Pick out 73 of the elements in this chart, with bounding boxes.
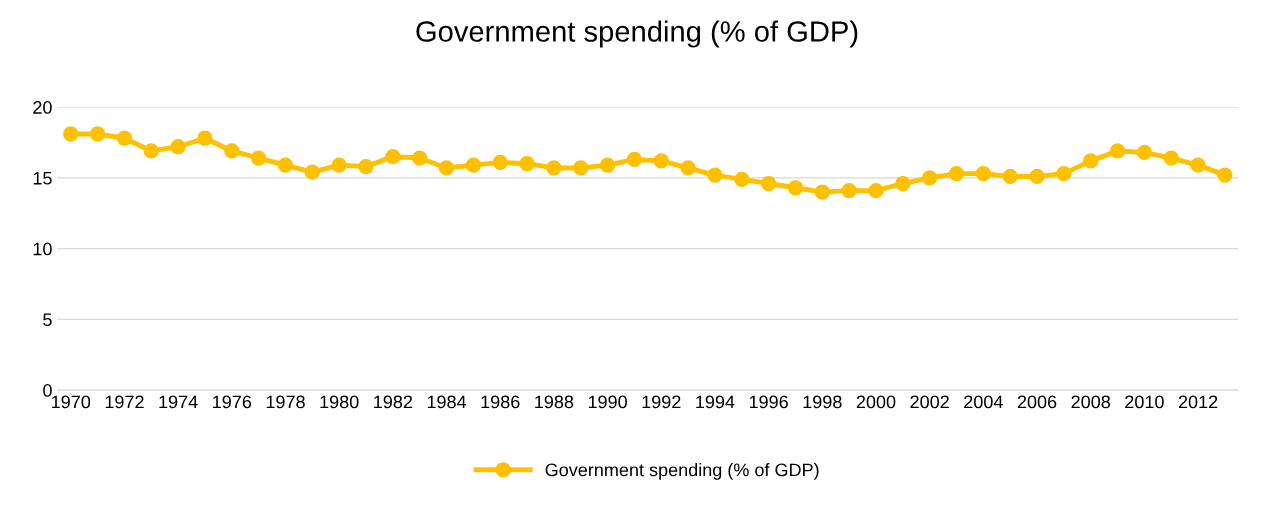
y-tick-label: 5 <box>43 313 52 327</box>
x-tick-label: 1974 <box>159 395 198 409</box>
point <box>465 157 482 173</box>
point <box>599 157 616 173</box>
x-tick-label: 1972 <box>105 395 144 409</box>
point <box>841 182 857 199</box>
point <box>707 167 723 183</box>
point <box>304 164 320 180</box>
point <box>1056 165 1072 182</box>
point <box>1136 144 1153 161</box>
point <box>143 143 159 159</box>
point <box>438 160 455 176</box>
point <box>1217 167 1233 183</box>
x-tick-label: 1986 <box>481 395 520 409</box>
point <box>922 170 938 186</box>
x-tick-label: 1996 <box>749 395 788 409</box>
point <box>1029 168 1045 185</box>
point <box>626 151 643 168</box>
point <box>250 150 267 166</box>
point <box>546 160 562 176</box>
point <box>358 158 374 175</box>
point <box>1109 143 1126 159</box>
x-tick-label: 1976 <box>213 395 252 409</box>
point <box>519 156 535 172</box>
point <box>385 148 401 165</box>
x-tick-label: 1992 <box>642 395 681 409</box>
x-tick-label: 2004 <box>964 395 1003 409</box>
point <box>734 171 750 187</box>
point <box>63 126 79 142</box>
x-tick-label: 1982 <box>374 395 413 409</box>
x-tick-label: 1994 <box>696 395 735 409</box>
x-tick-label: 2008 <box>1071 395 1110 409</box>
point <box>895 175 911 192</box>
point <box>814 184 830 200</box>
point <box>1002 168 1018 185</box>
point <box>277 157 294 173</box>
legend-label: Government spending (% of GDP) <box>545 463 819 480</box>
x-tick-label: 1980 <box>320 395 359 409</box>
x-tick-label: 1970 <box>52 395 91 409</box>
x-tick-label: 1988 <box>535 395 574 409</box>
x-tick-label: 2002 <box>910 395 949 409</box>
x-tick-label: 2010 <box>1125 395 1164 409</box>
point <box>787 180 804 196</box>
y-tick-label: 15 <box>33 171 52 185</box>
point <box>224 143 240 159</box>
point <box>492 154 508 170</box>
x-tick-label: 2000 <box>856 395 896 409</box>
x-tick-label: 1990 <box>588 395 627 409</box>
point <box>868 182 884 199</box>
chart-title: Government spending (% of GDP) <box>416 20 858 48</box>
point <box>331 157 347 173</box>
x-tick-label: 1998 <box>803 395 842 409</box>
point <box>653 153 669 169</box>
point <box>680 160 696 176</box>
y-tick-label: 0 <box>43 384 52 397</box>
x-tick-label: 1984 <box>427 395 467 409</box>
point <box>412 150 428 166</box>
point <box>116 130 133 146</box>
point <box>1190 157 1206 173</box>
x-tick-label: 2012 <box>1178 395 1218 409</box>
x-tick-label: 1978 <box>266 395 305 409</box>
point <box>1163 150 1179 166</box>
point <box>89 126 106 142</box>
y-tick-label: 20 <box>33 101 52 114</box>
point <box>573 160 589 176</box>
x-tick-label: 2006 <box>1017 395 1057 409</box>
point <box>170 139 186 155</box>
point <box>948 165 965 182</box>
point <box>975 165 991 182</box>
point <box>197 130 213 146</box>
point <box>760 175 777 192</box>
y-tick-label: 10 <box>33 242 52 256</box>
point <box>1083 153 1099 169</box>
